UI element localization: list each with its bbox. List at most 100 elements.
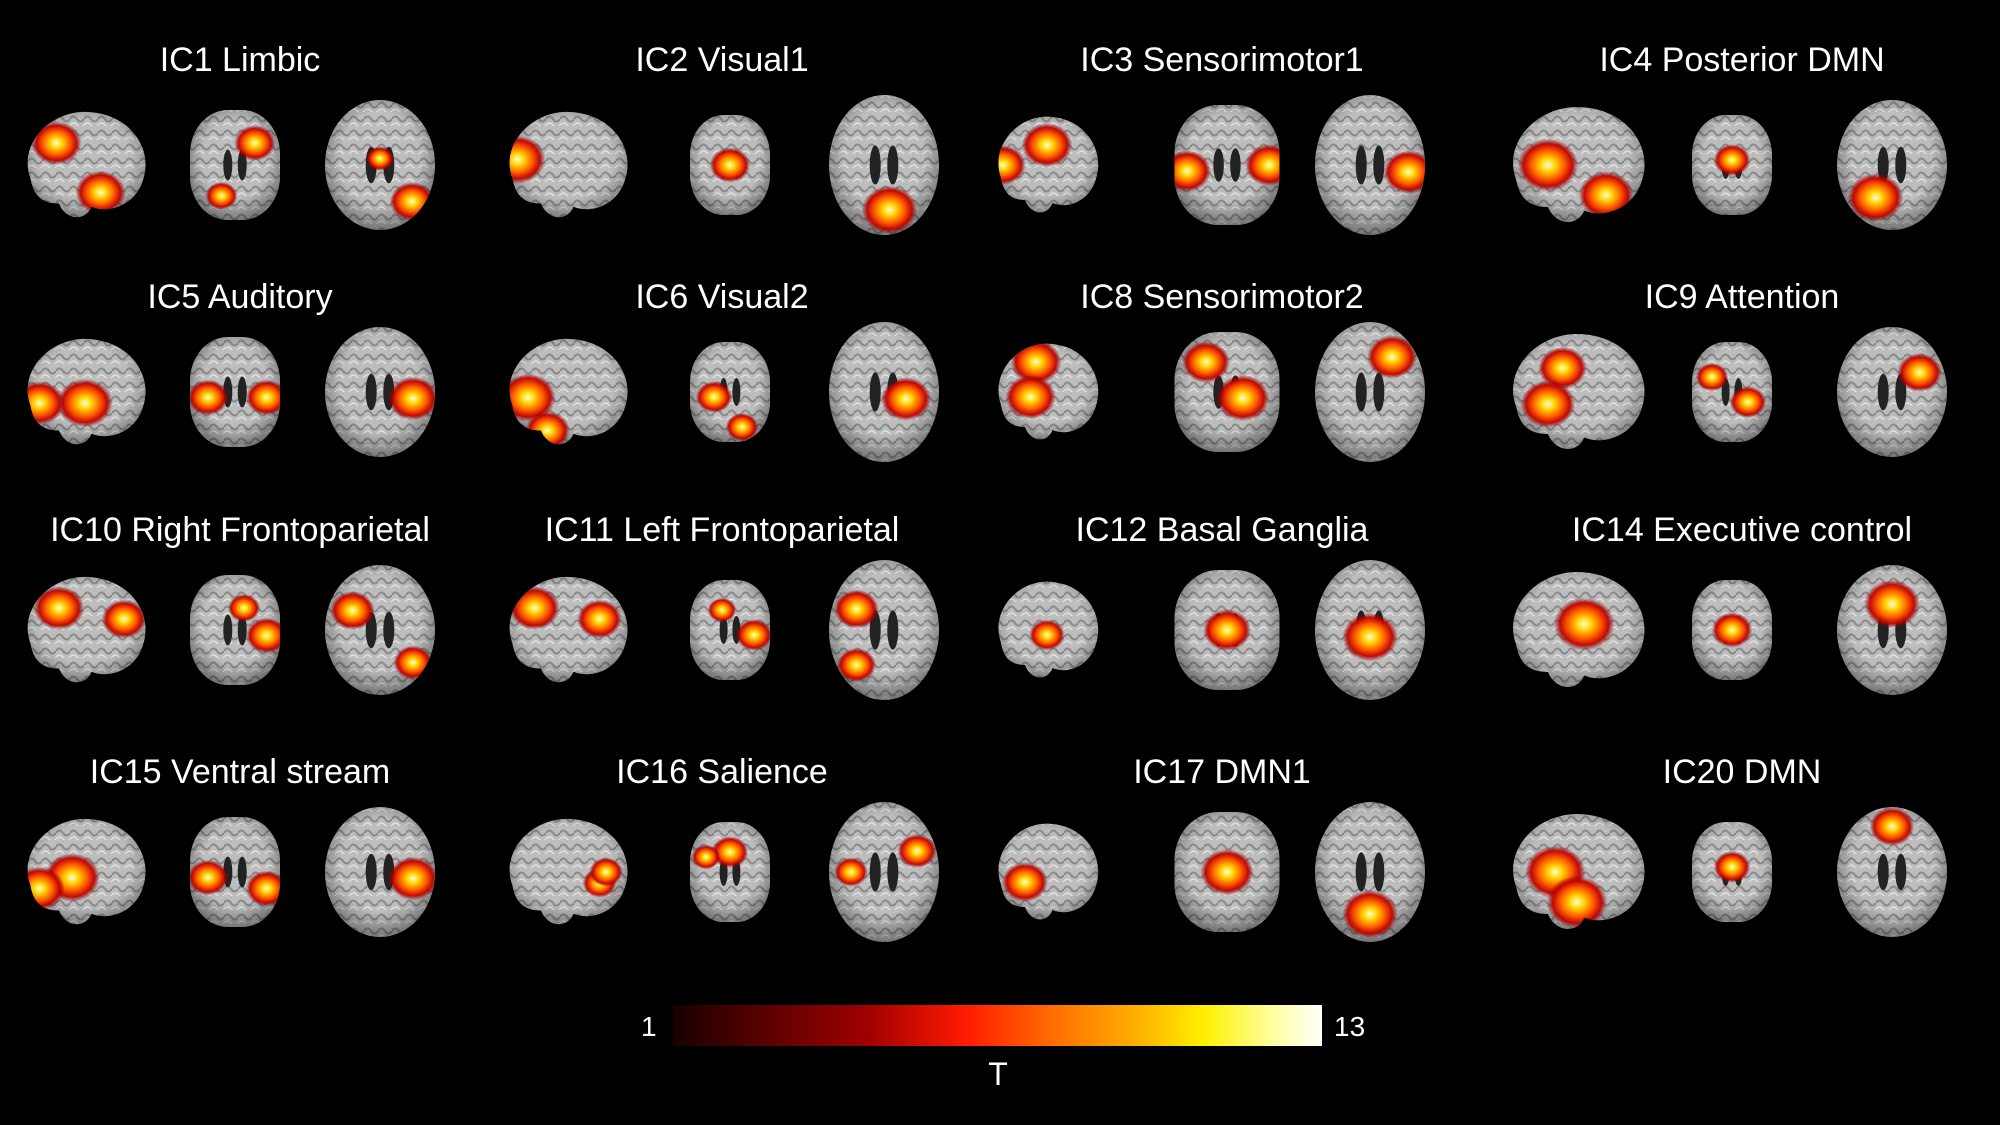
component-title: IC12 Basal Ganglia <box>1075 511 1369 549</box>
cor-brain-slice <box>690 342 770 442</box>
component-title: IC2 Visual1 <box>635 41 809 79</box>
activation-blob <box>711 836 749 868</box>
cor-brain-slice <box>1174 105 1280 225</box>
activation-blob <box>1002 862 1048 902</box>
activation-blob <box>897 834 937 868</box>
activation-blob <box>330 591 375 630</box>
activation-blob <box>31 121 82 165</box>
colorbar-title: T <box>988 1056 1008 1092</box>
sag-brain-slice <box>998 581 1099 678</box>
sag-brain-slice <box>509 818 628 925</box>
ax-brain-slice <box>829 95 939 235</box>
ax-brain-slice <box>829 802 939 942</box>
sag-brain-slice <box>1513 333 1645 449</box>
activation-blob <box>1695 362 1729 392</box>
activation-blob <box>837 648 876 682</box>
activation-blob <box>1538 346 1587 390</box>
activation-blob <box>366 146 394 171</box>
component-panel <box>509 802 939 942</box>
component-panel <box>509 560 939 700</box>
activation-blob <box>1520 380 1576 428</box>
activation-blob <box>234 125 276 161</box>
component-panel <box>998 560 1425 700</box>
component-panel <box>27 565 435 695</box>
cor-brain-slice <box>1174 570 1280 690</box>
activation-blob <box>834 857 868 887</box>
component-title: IC15 Ventral stream <box>89 753 391 791</box>
component-panel <box>509 322 939 462</box>
ax-brain-slice <box>1315 802 1425 942</box>
activation-blob <box>246 379 280 416</box>
activation-blob <box>205 181 238 210</box>
activation-blob <box>1713 851 1751 883</box>
activation-blob <box>1005 375 1056 419</box>
colorbar <box>673 1005 1322 1046</box>
activation-blob <box>1021 123 1073 167</box>
component-title: IC1 Limbic <box>159 41 321 79</box>
activation-blob <box>27 866 65 911</box>
activation-blob <box>246 617 280 654</box>
component-panel <box>1513 100 1947 230</box>
sag-brain-slice <box>27 338 146 445</box>
activation-blob <box>509 135 546 184</box>
sag-brain-slice <box>1513 571 1645 687</box>
activation-blob <box>1847 173 1904 222</box>
activation-blob <box>725 412 759 442</box>
sag-brain-slice <box>509 338 628 445</box>
colorbar-max-label: 13 <box>1334 1011 1366 1042</box>
sag-brain-slice <box>27 111 146 218</box>
ax-brain-slice <box>829 560 939 700</box>
activation-blob <box>1342 612 1398 662</box>
component-title: IC4 Posterior DMN <box>1599 41 1885 79</box>
component-title: IC17 DMN1 <box>1133 753 1311 791</box>
cor-brain-slice <box>1174 332 1280 452</box>
component-title: IC3 Sensorimotor1 <box>1080 41 1364 79</box>
colorbar-min-label: 1 <box>641 1011 657 1042</box>
sag-brain-slice <box>998 116 1099 213</box>
sag-brain-slice <box>1513 813 1645 929</box>
activation-blob <box>1203 609 1251 651</box>
activation-blob <box>691 844 721 870</box>
activation-blob <box>707 597 737 623</box>
component-panel <box>998 95 1425 235</box>
activation-blob <box>1553 597 1615 651</box>
cor-brain-slice <box>190 817 280 927</box>
activation-blob <box>1245 144 1280 186</box>
component-panel <box>27 100 435 230</box>
activation-blob <box>577 599 622 639</box>
sag-brain-slice <box>998 343 1099 440</box>
activation-blob <box>1864 579 1920 629</box>
component-panel <box>27 327 435 457</box>
ax-brain-slice <box>1837 807 1947 937</box>
activation-blob <box>246 870 280 907</box>
ax-brain-slice <box>1837 100 1947 230</box>
cor-brain-slice <box>690 115 770 215</box>
cor-brain-slice <box>1692 115 1772 215</box>
sag-brain-slice <box>509 111 628 218</box>
activation-blob <box>190 379 229 416</box>
ax-brain-slice <box>1315 95 1425 235</box>
component-panel <box>1513 565 1947 695</box>
activation-blob <box>589 857 623 887</box>
sag-brain-slice <box>27 818 146 925</box>
activation-blob <box>1200 848 1254 896</box>
ax-brain-slice <box>325 565 435 695</box>
activation-blob <box>1711 612 1753 648</box>
ax-brain-slice <box>1837 327 1947 457</box>
activation-blob <box>387 856 435 901</box>
activation-blob <box>1029 619 1065 651</box>
activation-blob <box>1182 341 1230 383</box>
activation-blob <box>998 145 1026 185</box>
activation-blob <box>1713 144 1751 176</box>
component-panel <box>998 802 1425 942</box>
activation-blob <box>880 377 932 421</box>
cor-brain-slice <box>1174 812 1280 932</box>
activation-blob <box>101 599 146 639</box>
activation-blob <box>1869 807 1915 846</box>
activation-blob <box>861 185 918 234</box>
sag-brain-slice <box>1513 106 1645 222</box>
component-title: IC14 Executive control <box>1571 511 1913 549</box>
activation-blob <box>834 589 879 629</box>
activation-blob <box>709 147 751 183</box>
component-title: IC10 Right Frontoparietal <box>50 511 430 549</box>
